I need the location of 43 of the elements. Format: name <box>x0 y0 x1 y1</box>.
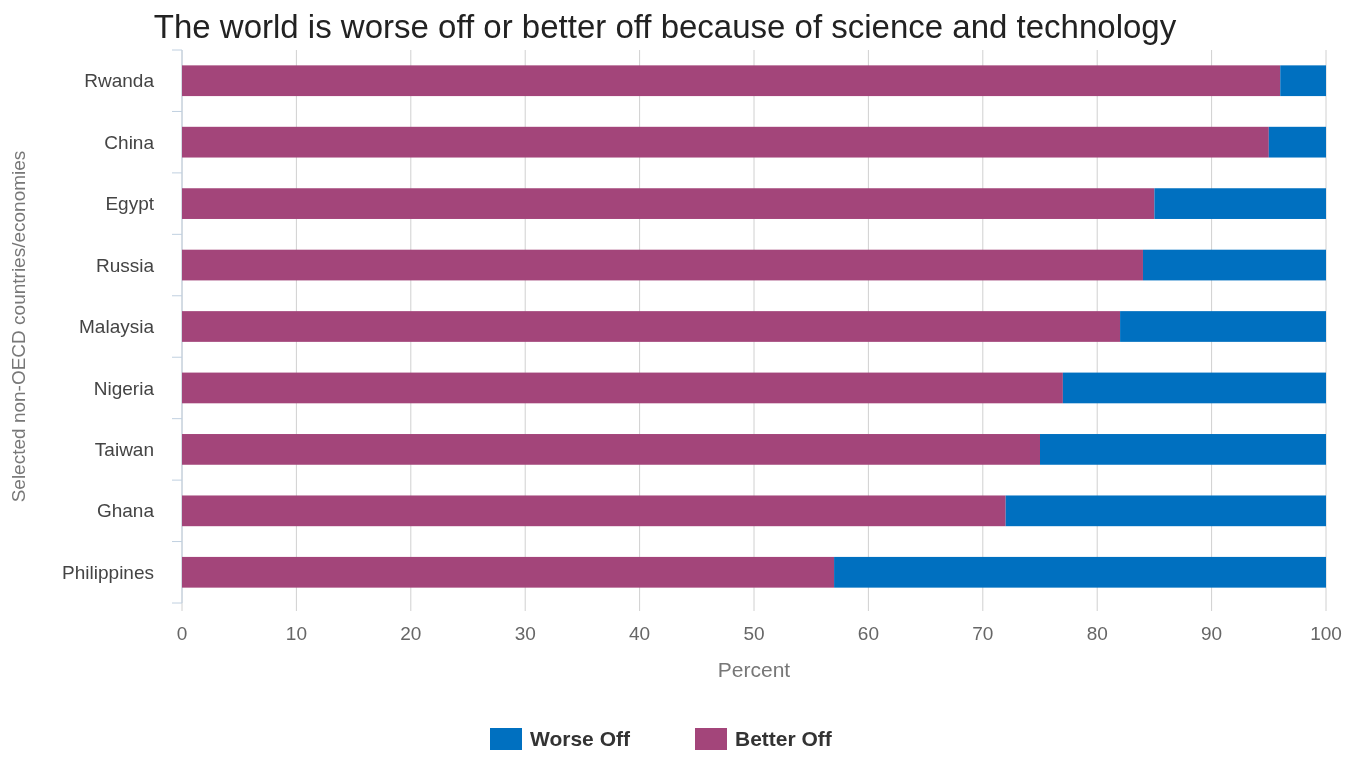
bar <box>182 126 1269 158</box>
bar <box>182 495 1006 527</box>
x-tick-label: 20 <box>400 623 422 644</box>
legend-label: Worse Off <box>530 727 631 750</box>
x-tick-label: 70 <box>972 623 994 644</box>
y-tick-label: Russia <box>95 254 155 276</box>
x-tick-label: 50 <box>743 623 765 644</box>
x-tick-label: 80 <box>1086 623 1108 644</box>
x-tick-label: 0 <box>176 623 188 644</box>
bar <box>182 188 1155 219</box>
y-tick-label: Ghana <box>96 500 155 522</box>
bar <box>182 65 1281 97</box>
y-tick-label: Malaysia <box>79 316 155 338</box>
x-tick-label: 100 <box>1310 623 1342 644</box>
legend-label: Better Off <box>735 727 833 750</box>
bar <box>1040 434 1326 465</box>
bar <box>1154 188 1326 219</box>
x-tick-label: 30 <box>514 623 536 644</box>
x-tick-label: 90 <box>1201 623 1223 644</box>
bar <box>182 311 1121 342</box>
y-tick-label: Philippines <box>62 561 154 583</box>
x-tick-label: 40 <box>629 623 651 644</box>
x-tick-label: 60 <box>857 623 879 644</box>
y-tick-label: China <box>104 131 155 153</box>
bar <box>182 556 835 588</box>
y-tick-label: Rwanda <box>84 70 155 92</box>
y-tick-label: Egypt <box>105 193 155 215</box>
bar <box>1280 65 1326 97</box>
chart-title: The world is worse off or better off because of science and technology <box>153 8 1177 45</box>
y-tick-label: Nigeria <box>93 377 155 399</box>
bar <box>1062 372 1326 404</box>
bar <box>182 249 1143 281</box>
y-axis-title: Selected non-OECD countries/economies <box>8 150 29 503</box>
bar <box>1142 249 1326 281</box>
bar <box>182 434 1040 465</box>
y-tick-label: Taiwan <box>94 439 154 461</box>
x-axis-title: Percent <box>717 658 791 681</box>
x-tick-label: 10 <box>285 623 307 644</box>
bar <box>1268 126 1326 158</box>
bar <box>1005 495 1326 527</box>
bar <box>182 372 1063 404</box>
bar <box>1120 311 1326 342</box>
bar <box>834 556 1326 588</box>
